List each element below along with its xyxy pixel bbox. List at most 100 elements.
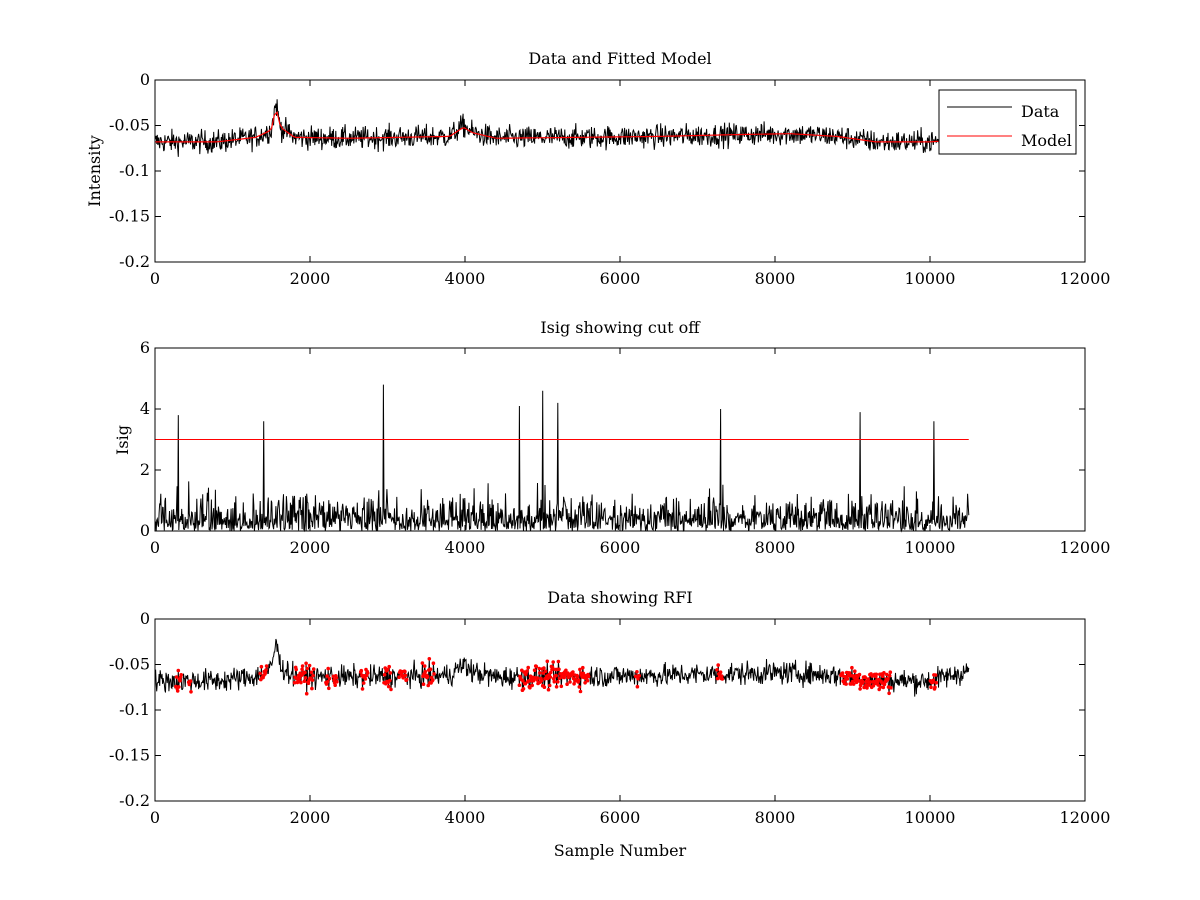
series-model-line (155, 111, 969, 143)
rfi-point (420, 661, 425, 665)
rfi-point (568, 680, 572, 684)
rfi-point (264, 664, 269, 668)
rfi-point (421, 682, 426, 686)
rfi-point (258, 671, 263, 676)
rfi-point (422, 664, 427, 668)
rfi-point (187, 682, 192, 687)
rfi-point (882, 671, 886, 675)
rfi-point (528, 685, 532, 690)
y-tick-label: 6 (140, 338, 150, 357)
rfi-point (300, 667, 304, 672)
rfi-point (549, 670, 553, 675)
rfi-point (259, 664, 264, 669)
panel-rfi: Data showing RFI Sample Number 0 2000 4000… (109, 588, 1110, 860)
rfi-point (333, 683, 338, 687)
panel2-axes (154, 347, 1086, 532)
rfi-point (857, 672, 862, 677)
rfi-point (571, 670, 575, 674)
panel2-ticks: 0 2000 4000 6000 8000 10000 12000 0 2 4 6 (140, 338, 1111, 557)
rfi-point (521, 679, 525, 683)
x-tick-label: 8000 (755, 808, 796, 827)
panel2-title: Isig showing cut off (540, 318, 701, 337)
y-tick-label: 0 (140, 609, 150, 628)
rfi-point (554, 685, 559, 689)
rfi-point (309, 670, 314, 675)
x-tick-label: 0 (150, 808, 160, 827)
rfi-point (530, 683, 534, 688)
series-data-line (154, 99, 970, 157)
y-tick-label: 4 (140, 399, 150, 418)
rfi-point (310, 678, 315, 682)
panel3-marks (154, 638, 970, 697)
x-tick-label: 0 (150, 269, 160, 288)
y-tick-label: -0.15 (109, 746, 150, 765)
x-tick-label: 10000 (905, 269, 956, 288)
rfi-point (880, 674, 885, 678)
x-tick-label: 6000 (600, 808, 641, 827)
rfi-point (264, 668, 268, 672)
x-tick-label: 6000 (600, 269, 641, 288)
panel-isig: Isig showing cut off Isig 0 2000 4000 6000 8… (113, 318, 1110, 557)
panel3-axes (154, 618, 1086, 802)
rfi-point (586, 674, 591, 679)
rfi-point (715, 668, 719, 672)
rfi-point (878, 685, 883, 689)
panel3-title: Data showing RFI (547, 588, 692, 607)
rfi-point (537, 666, 541, 671)
rfi-point (388, 678, 392, 683)
rfi-point (534, 664, 539, 669)
rfi-point (188, 679, 193, 683)
rfi-point (577, 685, 582, 689)
rfi-point (934, 680, 938, 685)
rfi-point (863, 675, 868, 680)
panel3-ticks: 0 2000 4000 6000 8000 10000 12000 -0.2 -0.15 -0.1… (109, 609, 1110, 827)
rfi-point (189, 690, 193, 694)
rfi-point (556, 659, 561, 664)
rfi-point (576, 678, 581, 682)
rfi-point (176, 668, 181, 673)
rfi-point (423, 669, 428, 674)
y-tick-label: -0.2 (119, 791, 150, 810)
rfi-point (388, 671, 393, 675)
rfi-point (847, 671, 852, 675)
rfi-point (572, 682, 576, 686)
rfi-points (174, 657, 938, 696)
rfi-point (545, 659, 550, 664)
rfi-point (548, 675, 553, 679)
panel2-ylabel: Isig (113, 425, 132, 455)
x-tick-label: 12000 (1060, 269, 1111, 288)
rfi-point (637, 673, 641, 678)
rfi-point (311, 673, 315, 678)
y-tick-label: 0 (140, 521, 150, 540)
rfi-point (636, 677, 640, 681)
rfi-point (581, 665, 585, 670)
rfi-point (397, 675, 401, 679)
rfi-point (325, 680, 330, 684)
rfi-point (363, 677, 368, 681)
legend-data-label: Data (1021, 102, 1060, 121)
rfi-point (427, 657, 432, 661)
rfi-point (865, 680, 870, 684)
rfi-point (178, 678, 182, 683)
rfi-point (526, 665, 530, 670)
rfi-point (716, 663, 720, 667)
rfi-point (179, 673, 183, 677)
rfi-point (303, 670, 307, 675)
rfi-point (332, 678, 336, 682)
rfi-point (525, 669, 529, 673)
rfi-point (539, 678, 544, 683)
rfi-point (335, 680, 339, 684)
y-tick-label: -0.1 (119, 161, 150, 180)
rfi-point (542, 666, 546, 670)
panel1-ylabel: Intensity (85, 135, 104, 207)
rfi-point (865, 686, 869, 690)
rfi-point (292, 680, 297, 685)
y-tick-label: -0.05 (109, 655, 150, 674)
rfi-point (718, 670, 723, 674)
panel3-xlabel: Sample Number (554, 841, 687, 860)
rfi-point (359, 668, 364, 673)
rfi-point (550, 665, 555, 670)
rfi-point (294, 667, 299, 672)
rfi-point (360, 687, 365, 691)
